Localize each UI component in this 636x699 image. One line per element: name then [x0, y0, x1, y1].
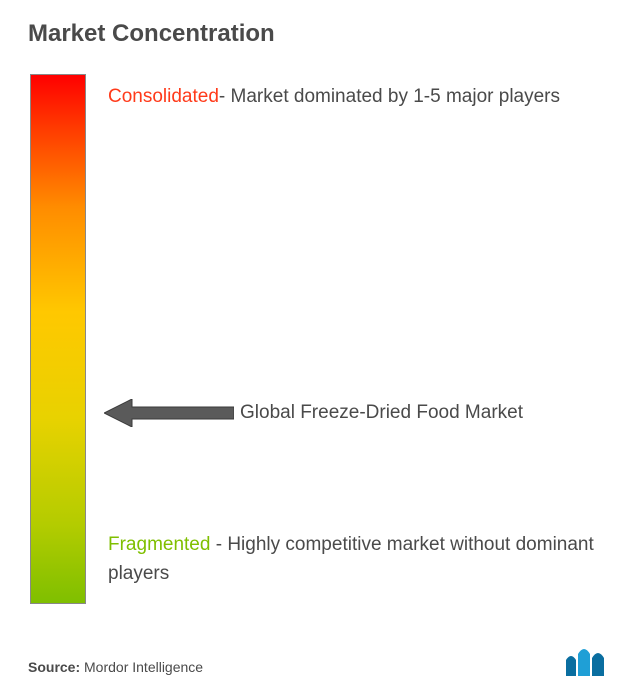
source-attribution: Source: Mordor Intelligence — [28, 659, 203, 675]
mordor-logo-icon — [564, 646, 608, 681]
concentration-diagram: Consolidated- Market dominated by 1-5 ma… — [28, 74, 608, 614]
market-position-marker: Global Freeze-Dried Food Market — [104, 399, 523, 427]
source-label: Source: — [28, 659, 80, 675]
fragmented-label: Fragmented - Highly competitive market w… — [108, 530, 608, 589]
consolidated-label: Consolidated- Market dominated by 1-5 ma… — [108, 82, 608, 111]
market-position-label: Global Freeze-Dried Food Market — [240, 402, 523, 424]
consolidated-keyword: Consolidated — [108, 86, 219, 107]
fragmented-keyword: Fragmented — [108, 534, 210, 555]
source-value: Mordor Intelligence — [84, 659, 203, 675]
arrow-left-icon — [104, 399, 234, 427]
consolidated-description: - Market dominated by 1-5 major players — [219, 86, 560, 107]
page-title: Market Concentration — [28, 20, 608, 48]
concentration-gradient-bar — [30, 74, 86, 604]
